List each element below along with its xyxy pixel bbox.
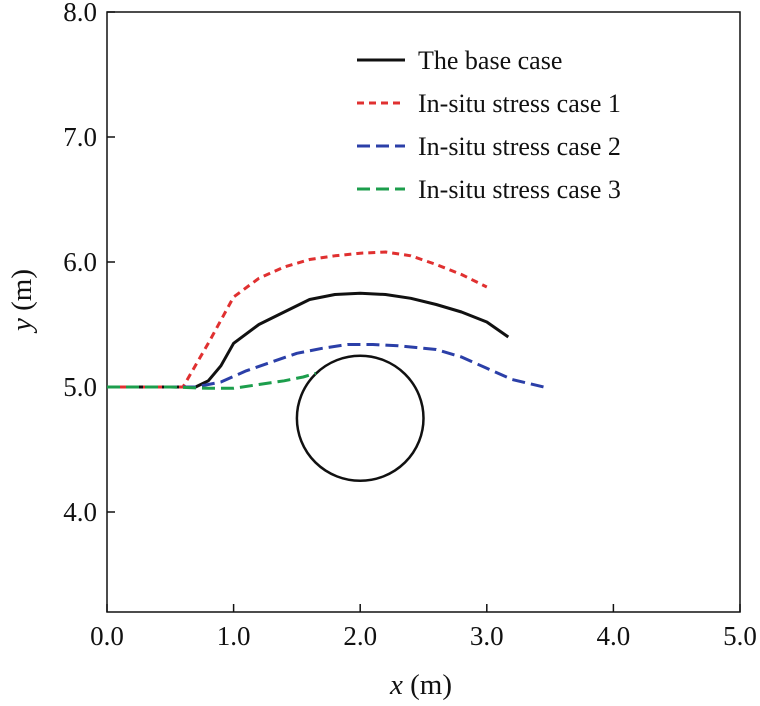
annotations [295, 354, 425, 482]
x-tick-label: 0.0 [90, 621, 124, 651]
x-axis-ticks: 0.0 1.0 2.0 3.0 4.0 5.0 [90, 604, 757, 651]
y-tick-label: 7.0 [63, 122, 97, 152]
y-tick-label: 4.0 [63, 497, 97, 527]
series-line-the-base-case [107, 291, 510, 389]
series-line-in-situ-stress-case-3 [107, 371, 317, 390]
series-group [107, 250, 545, 390]
legend-label: In-situ stress case 3 [418, 175, 621, 204]
series-line-in-situ-stress-case-2 [107, 343, 545, 389]
x-tick-label: 1.0 [217, 621, 251, 651]
x-tick-label: 3.0 [470, 621, 504, 651]
series-line-in-situ-stress-case-1 [107, 250, 488, 389]
legend-label: In-situ stress case 1 [418, 89, 621, 118]
x-tick-label: 2.0 [343, 621, 377, 651]
legend-label: In-situ stress case 2 [418, 132, 621, 161]
y-axis-label: y (m) [6, 269, 38, 334]
y-tick-label: 5.0 [63, 372, 97, 402]
plot-frame [106, 11, 741, 613]
x-tick-label: 4.0 [597, 621, 631, 651]
legend-label: The base case [418, 46, 562, 75]
x-tick-label: 5.0 [723, 621, 757, 651]
y-tick-label: 6.0 [63, 247, 97, 277]
y-tick-label: 8.0 [63, 0, 97, 27]
y-axis-ticks: 4.0 5.0 6.0 7.0 8.0 [63, 0, 115, 527]
tunnel-circle [295, 354, 425, 482]
legend: The base case In-situ stress case 1 In-sit… [357, 46, 621, 204]
x-axis-label: x (m) [389, 669, 452, 701]
